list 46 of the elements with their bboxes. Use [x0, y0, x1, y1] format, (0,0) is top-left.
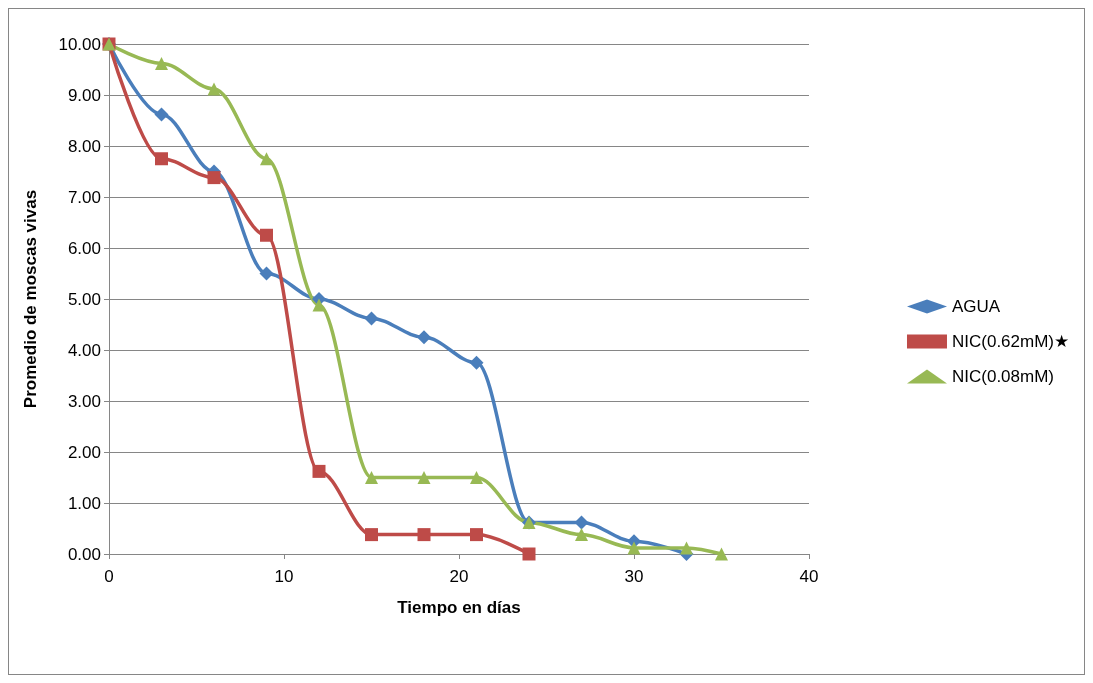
point [365, 528, 378, 542]
y-tick-label: 9.00 [67, 85, 101, 105]
y-tick-label: 6.00 [67, 238, 101, 258]
point [574, 515, 589, 530]
x-tick-label: 10 [274, 567, 294, 586]
y-tick-label: 10.00 [58, 34, 101, 54]
point [470, 528, 483, 542]
point [365, 471, 378, 484]
point [715, 547, 728, 561]
point [259, 266, 274, 281]
point [680, 541, 693, 555]
y-tick-label: 4.00 [67, 340, 101, 360]
point [364, 311, 379, 326]
y-tick-label: 3.00 [67, 391, 101, 411]
legend-label: NIC(0.08mM) [951, 367, 1055, 386]
point [260, 228, 273, 242]
point [417, 528, 431, 542]
y-tick-label: 1.00 [67, 493, 101, 513]
y-tick-label: 5.00 [67, 289, 101, 309]
point [155, 152, 168, 166]
point [207, 82, 221, 96]
x-tick-label: 30 [624, 567, 644, 586]
point [312, 298, 326, 312]
y-tick-label: 2.00 [67, 442, 101, 462]
point [154, 107, 169, 122]
point [522, 547, 536, 561]
x-tick-label: 40 [799, 567, 819, 586]
y-axis-title: Promedio de moscas vivas [21, 189, 40, 409]
point [207, 171, 221, 185]
y-tick-label: 7.00 [67, 187, 101, 207]
x-tick-label: 20 [449, 567, 469, 586]
point [260, 152, 273, 166]
legend-label: NIC(0.62mM)★ [951, 332, 1070, 351]
point [155, 56, 168, 70]
x-tick-label: 0 [104, 567, 114, 586]
legend-label: AGUA [951, 297, 1001, 316]
y-tick-label: 0.00 [67, 544, 101, 564]
point [575, 528, 588, 542]
y-tick-label: 8.00 [67, 136, 101, 156]
point [627, 541, 641, 555]
point [417, 330, 431, 345]
x-axis-title: Tiempo en días [397, 598, 521, 617]
point [469, 355, 484, 370]
point [312, 464, 326, 478]
point [417, 471, 431, 484]
point [470, 471, 483, 484]
